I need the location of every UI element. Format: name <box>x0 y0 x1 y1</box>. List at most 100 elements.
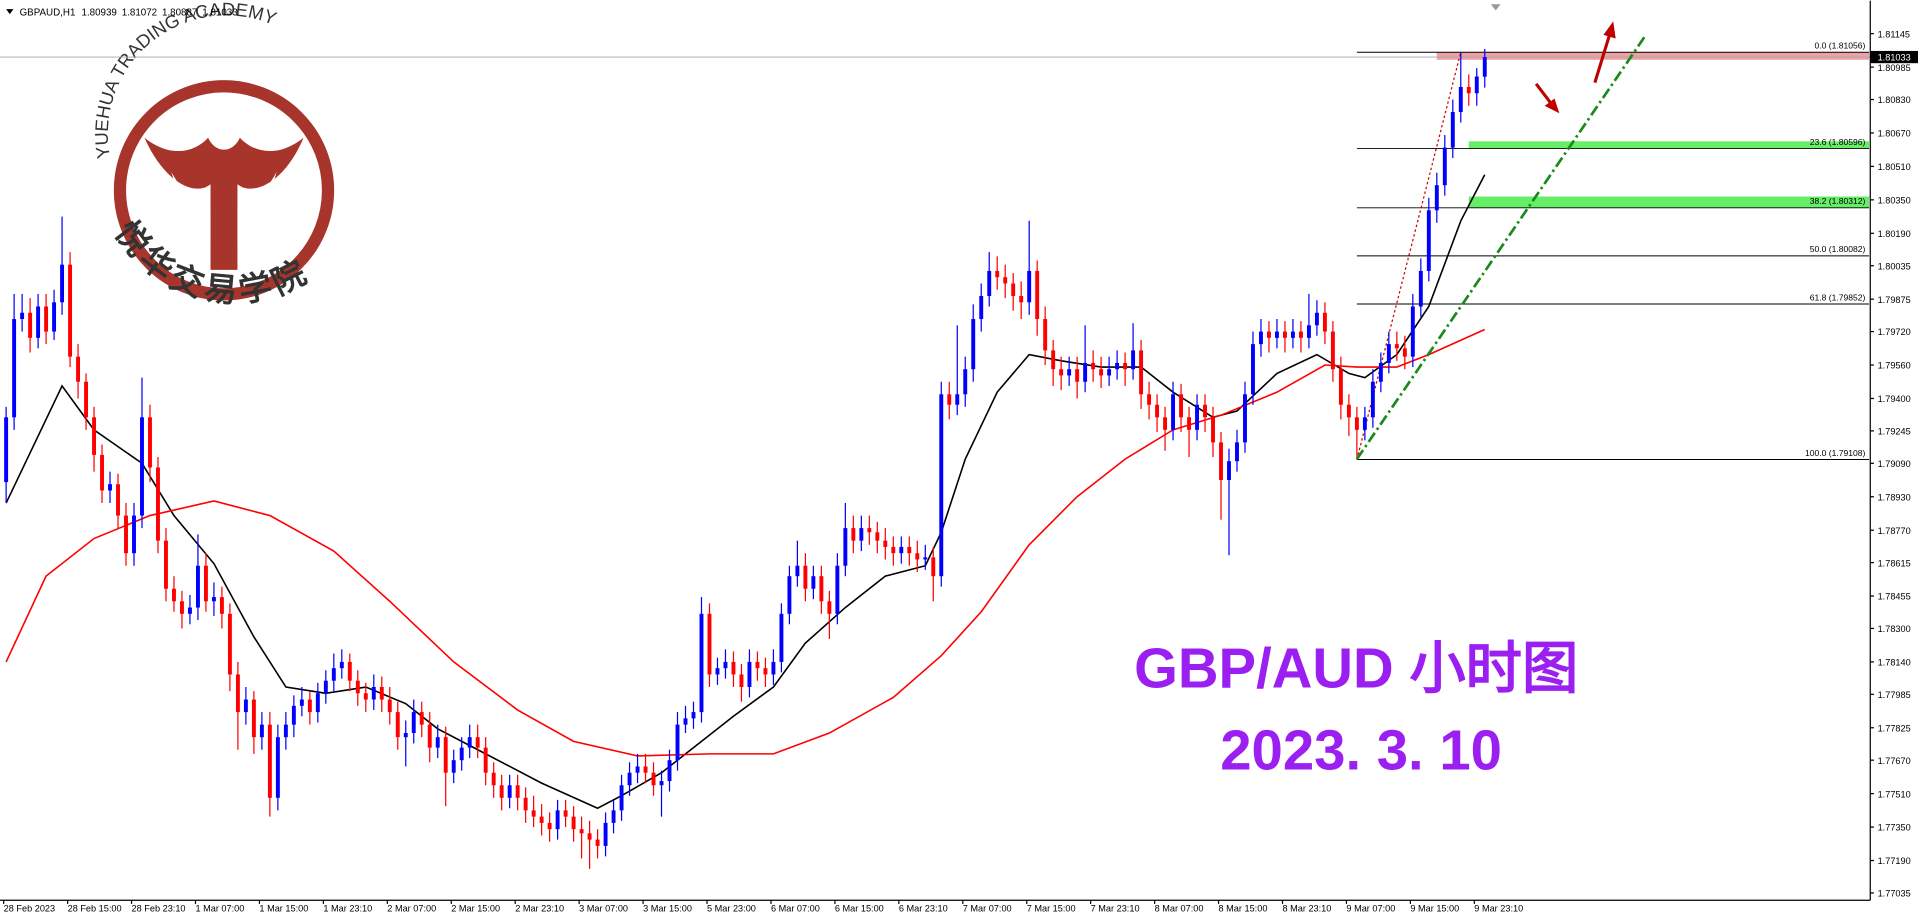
candle-body <box>547 822 552 830</box>
candle-body <box>1274 331 1279 338</box>
candle-body <box>955 394 960 405</box>
x-tick-label: 1 Mar 07:00 <box>195 903 244 913</box>
moving-average <box>5 174 1486 810</box>
candle-body <box>1306 325 1311 338</box>
candle-body <box>971 319 976 370</box>
candle-body <box>291 705 296 725</box>
candle-body <box>1267 331 1271 338</box>
candle-body <box>603 822 608 846</box>
candle-body <box>859 528 864 541</box>
candle-body <box>915 553 920 560</box>
candle-body <box>483 747 488 773</box>
candle-body <box>108 484 112 491</box>
header: GBPAUD,H1 1.80939 1.81072 1.80887 1.81033 <box>20 7 239 18</box>
candle-body <box>203 565 208 602</box>
candle-body <box>499 785 504 798</box>
candle-body <box>1051 350 1056 370</box>
candle-body <box>299 699 304 706</box>
candle-body <box>899 546 904 554</box>
candle-body <box>867 528 872 533</box>
x-tick-label: 6 Mar 23:10 <box>899 903 948 913</box>
candle-body <box>211 597 216 602</box>
candle-body <box>1378 362 1383 382</box>
candle-body <box>835 565 840 614</box>
candle-body <box>1187 417 1191 430</box>
candle-body <box>339 661 344 669</box>
candle-body <box>60 264 65 303</box>
candle-body <box>187 607 192 614</box>
candle-body <box>467 737 472 748</box>
y-tick-label: 1.81145 <box>1878 29 1910 39</box>
arrow-up <box>1593 34 1612 84</box>
candle-body <box>739 674 744 687</box>
candle-body <box>595 839 600 846</box>
candle-body <box>100 454 104 491</box>
candle-body <box>779 613 784 662</box>
candle-body <box>92 417 96 455</box>
candle-body <box>36 306 41 338</box>
y-tick-label: 1.80985 <box>1878 63 1911 73</box>
y-tick-label: 1.78770 <box>1878 526 1911 536</box>
candle-body <box>1314 312 1319 326</box>
candle-body <box>627 772 632 786</box>
candle-body <box>523 797 528 811</box>
y-tick-label: 1.78930 <box>1878 492 1911 502</box>
candle-body <box>219 597 224 614</box>
candle-body <box>723 661 728 669</box>
candle-body <box>531 810 536 817</box>
candle-body <box>611 810 616 823</box>
arrow-head <box>1544 98 1560 114</box>
candle-body <box>699 613 704 713</box>
candle-body <box>643 766 648 773</box>
symbol: GBPAUD,H1 <box>20 7 76 18</box>
candle-body <box>331 668 336 681</box>
candle-body <box>907 546 912 554</box>
x-tick-label: 1 Mar 23:10 <box>323 903 372 913</box>
candle-body <box>435 737 440 748</box>
y-tick-label: 1.80350 <box>1878 196 1911 206</box>
candle-body <box>307 699 312 713</box>
menu-triangle[interactable] <box>6 9 14 15</box>
arrow-head <box>1603 21 1616 39</box>
y-tick-label: 1.80190 <box>1878 229 1911 239</box>
candle-body <box>811 576 816 589</box>
candle-body <box>771 661 776 675</box>
y-tick-label: 1.79245 <box>1878 427 1911 437</box>
candle-body <box>195 565 200 608</box>
candle-body <box>1362 417 1367 430</box>
fib-label: 61.8 (1.79852) <box>1810 292 1866 302</box>
candle-body <box>164 540 168 589</box>
y-tick-label: 1.79090 <box>1878 459 1911 469</box>
candle-body <box>1115 362 1120 370</box>
candle-body <box>1322 312 1327 332</box>
zone <box>1468 196 1870 208</box>
x-tick-label: 2 Mar 23:10 <box>515 903 564 913</box>
x-tick-label: 2 Mar 15:00 <box>451 903 500 913</box>
candle-body <box>755 661 760 669</box>
candle-body <box>875 532 880 541</box>
x-tick-label: 9 Mar 15:00 <box>1410 903 1459 913</box>
current-price-label: 1.81033 <box>1878 53 1911 63</box>
candle-body <box>619 785 624 811</box>
y-tick-label: 1.79400 <box>1878 394 1911 404</box>
candle-body <box>267 724 272 798</box>
candle-body <box>715 668 720 675</box>
logo-symbol <box>144 137 304 270</box>
candle-body <box>1219 442 1223 481</box>
candle-body <box>1394 344 1399 349</box>
candle-body <box>1251 344 1255 395</box>
y-tick-label: 1.78140 <box>1878 658 1911 668</box>
candle-body <box>1466 86 1471 94</box>
fib-label: 50.0 (1.80082) <box>1810 244 1866 254</box>
candle-body <box>987 270 992 297</box>
candle-body <box>579 829 584 834</box>
candle-body <box>315 693 320 713</box>
zone <box>1468 141 1870 149</box>
candle-body <box>563 810 568 817</box>
candle-body <box>1402 348 1407 357</box>
candle-body <box>1203 404 1207 418</box>
candle-body <box>667 760 672 782</box>
y-tick-label: 1.80510 <box>1878 162 1911 172</box>
y-tick-label: 1.80035 <box>1878 261 1911 271</box>
